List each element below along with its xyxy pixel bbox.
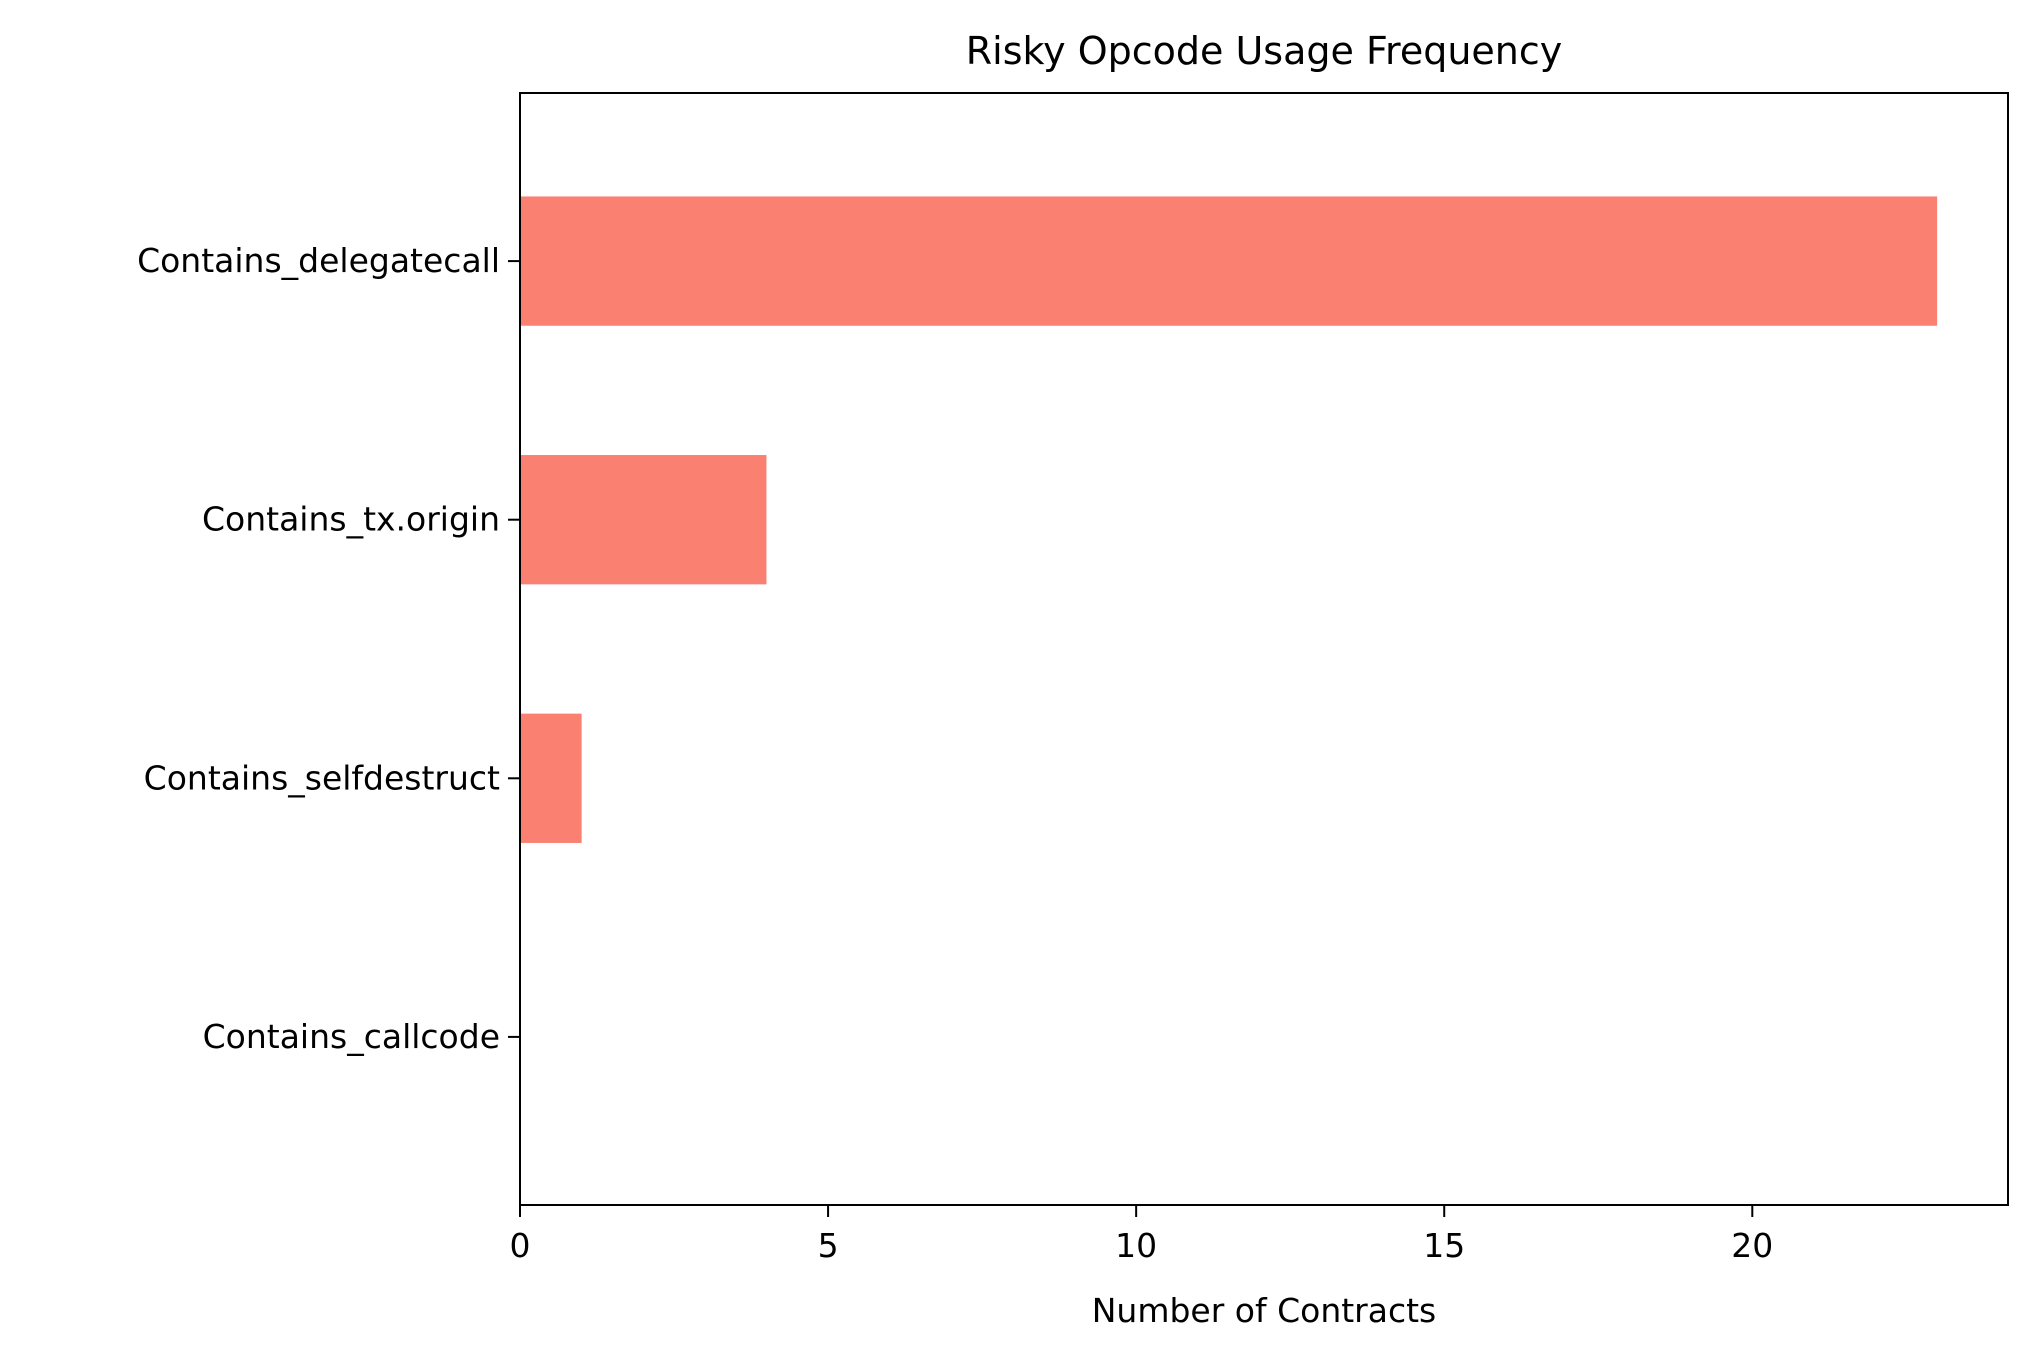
- plot-area-frame: [519, 92, 2009, 1206]
- x-tick-label: 0: [510, 1226, 531, 1265]
- bars-group: [520, 196, 1938, 843]
- y-tick-label: Contains_callcode: [203, 1017, 500, 1056]
- y-tick-label: Contains_selfdestruct: [144, 758, 500, 797]
- y-tick-label: Contains_tx.origin: [202, 500, 500, 539]
- x-tick-label: 5: [818, 1226, 839, 1265]
- bar-contains-selfdestruct: [520, 713, 582, 843]
- bar-contains-delegatecall: [520, 196, 1938, 326]
- x-axis-label: Number of Contracts: [1092, 1291, 1437, 1330]
- x-axis-ticks: 0 5 10 15 20: [510, 1205, 1773, 1265]
- bar-contains-tx-origin: [520, 455, 767, 585]
- chart-title: Risky Opcode Usage Frequency: [966, 29, 1563, 73]
- x-tick-label: 10: [1115, 1226, 1157, 1265]
- y-tick-label: Contains_delegatecall: [137, 241, 500, 280]
- x-tick-label: 15: [1423, 1226, 1465, 1265]
- x-tick-label: 20: [1731, 1226, 1773, 1265]
- y-axis-ticks: Contains_delegatecall Contains_tx.origin C…: [137, 241, 520, 1056]
